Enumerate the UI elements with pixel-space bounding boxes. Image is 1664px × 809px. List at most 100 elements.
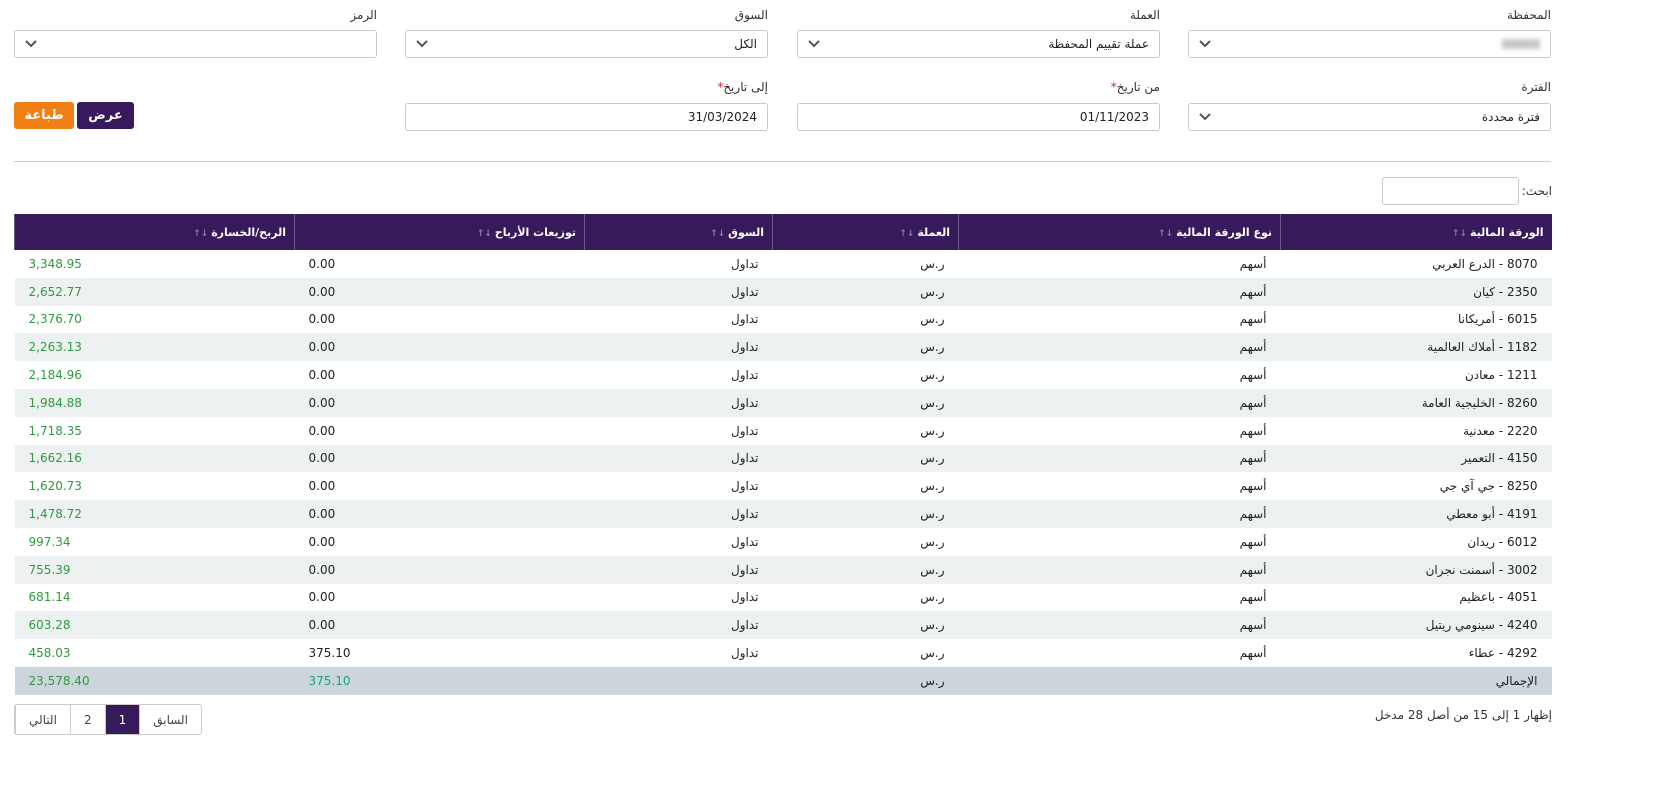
- table-cell: أسهم: [1239, 646, 1267, 661]
- search-label: ابحث:: [1521, 184, 1552, 198]
- field-label: المحفظة: [1188, 8, 1551, 22]
- chevron-icon: [1199, 113, 1211, 121]
- search-input[interactable]: [1382, 177, 1519, 205]
- table-row: 4150 - التعمير أسهم ر.س تداول 0.00 1,662.16: [14, 444, 1552, 473]
- table-cell: ر.س: [920, 562, 945, 577]
- table-row: 4051 - باعظيم أسهم ر.س تداول 0.00 681.14: [15, 584, 1552, 612]
- table-cell: أسهم: [1239, 340, 1267, 355]
- date-input[interactable]: 31/03/2024: [405, 103, 768, 131]
- table-cell: ر.س: [920, 312, 945, 327]
- table-cell: 1,478.72: [28, 507, 82, 522]
- table-cell: 603.28: [28, 618, 71, 633]
- page-button[interactable]: التالي: [15, 705, 70, 734]
- print-button[interactable]: طباعة: [14, 102, 74, 129]
- total-dividends: 375.10: [294, 666, 585, 695]
- table-cell: 2,376.70: [28, 312, 82, 327]
- field-label: إلى تاريخ*: [405, 80, 768, 94]
- field-label: من تاريخ*: [797, 80, 1160, 94]
- pagination: السابق 1 2 التالي: [14, 704, 202, 735]
- select-box[interactable]: [1188, 30, 1551, 58]
- table-cell: أسهم: [1239, 451, 1267, 466]
- table-cell: تداول: [731, 312, 759, 327]
- table-cell: ر.س: [920, 590, 945, 605]
- field-value: 01/11/2023: [1079, 110, 1149, 124]
- chevron-icon: [1199, 40, 1211, 48]
- table-cell: تداول: [731, 618, 759, 633]
- table-cell: ر.س: [920, 256, 945, 271]
- select-box[interactable]: عملة تقييم المحفظة: [797, 30, 1160, 58]
- table-cell: 0.00: [308, 451, 336, 466]
- table-cell: 6015 - أمريكانا: [1457, 312, 1538, 327]
- table-cell: 0.00: [308, 590, 336, 605]
- column-header[interactable]: العملة: [772, 214, 959, 250]
- table-cell: 0.00: [308, 562, 336, 577]
- table-cell: 2,263.13: [28, 340, 82, 355]
- show-button[interactable]: عرض: [77, 102, 134, 129]
- table-row: 8250 - جي آي جي أسهم ر.س تداول 0.00 1,620.73: [15, 472, 1552, 500]
- table-cell: 458.03: [28, 646, 71, 661]
- table-cell: 3002 - أسمنت نجران: [1425, 562, 1538, 577]
- table-cell: تداول: [731, 534, 759, 549]
- table-cell: 8260 - الخليجية العامة: [1421, 395, 1538, 410]
- table-cell: 0.00: [308, 618, 336, 633]
- date-input[interactable]: 01/11/2023: [797, 103, 1160, 131]
- total-cell: [958, 666, 1281, 695]
- table-cell: 8250 - جي آي جي: [1439, 479, 1538, 494]
- select-box[interactable]: الكل: [405, 30, 768, 58]
- table-cell: ر.س: [920, 646, 945, 661]
- field-label: العملة: [797, 8, 1160, 22]
- table-cell: 997.34: [28, 534, 71, 549]
- table-cell: 6012 - ريدان: [1467, 534, 1538, 549]
- table-cell: 755.39: [28, 562, 71, 577]
- field-label: الرمز: [14, 8, 377, 22]
- table-cell: ر.س: [920, 451, 945, 466]
- table-cell: تداول: [731, 646, 759, 661]
- table-cell: 1,718.35: [28, 423, 82, 438]
- table-cell: أسهم: [1239, 534, 1267, 549]
- table-row: 6012 - ريدان أسهم ر.س تداول 0.00 997.34: [15, 528, 1552, 556]
- total-label: الإجمالي: [1280, 666, 1552, 695]
- table-cell: 1,662.16: [28, 451, 82, 466]
- column-header[interactable]: السوق: [584, 214, 773, 250]
- page-button[interactable]: 2: [69, 705, 105, 734]
- table-cell: 375.10: [308, 646, 351, 661]
- page-button[interactable]: السابق: [139, 705, 201, 734]
- column-header[interactable]: الربح/الخسارة: [14, 214, 295, 250]
- table-cell: أسهم: [1239, 284, 1267, 299]
- table-cell: 2350 - كيان: [1473, 284, 1538, 299]
- field-value: الكل: [734, 37, 757, 51]
- table-cell: تداول: [731, 395, 759, 410]
- table-cell: 0.00: [308, 534, 336, 549]
- table-row: 8260 - الخليجية العامة أسهم ر.س تداول 0.00 1,…: [14, 388, 1552, 417]
- label-text: المحفظة: [1506, 8, 1551, 22]
- select-box[interactable]: فترة محددة: [1188, 103, 1551, 131]
- label-text: الرمز: [350, 8, 377, 22]
- table-cell: 1182 - أملاك العالمية: [1427, 340, 1538, 355]
- select-box[interactable]: [14, 30, 377, 58]
- column-header[interactable]: الورقة المالية: [1280, 214, 1552, 250]
- table-cell: 0.00: [308, 312, 336, 327]
- table-cell: 3,348.95: [28, 256, 82, 271]
- divider: [14, 161, 1551, 162]
- label-text: السوق: [734, 8, 768, 22]
- table-cell: ر.س: [920, 618, 945, 633]
- table-cell: أسهم: [1239, 618, 1267, 633]
- table-cell: تداول: [731, 590, 759, 605]
- column-header[interactable]: نوع الورقة المالية: [958, 214, 1281, 250]
- header-row: الورقة الماليةنوع الورقة الماليةالعملةال…: [14, 214, 1552, 250]
- table-cell: ر.س: [920, 507, 945, 522]
- table-cell: 2,184.96: [28, 368, 82, 383]
- column-header[interactable]: توزيعات الأرباح: [294, 214, 585, 250]
- table-cell: أسهم: [1239, 479, 1267, 494]
- total-currency: ر.س: [772, 666, 959, 695]
- table-cell: 0.00: [308, 284, 336, 299]
- page-button[interactable]: 1: [104, 705, 140, 734]
- table-row: 4240 - سينومي ريتيل أسهم ر.س تداول 0.00 603.2…: [14, 611, 1552, 640]
- field-value: 31/03/2024: [687, 110, 757, 124]
- table-cell: تداول: [731, 368, 759, 383]
- table-cell: تداول: [731, 451, 759, 466]
- table-cell: 0.00: [308, 423, 336, 438]
- field-label: الفترة: [1188, 80, 1551, 94]
- table-cell: ر.س: [920, 479, 945, 494]
